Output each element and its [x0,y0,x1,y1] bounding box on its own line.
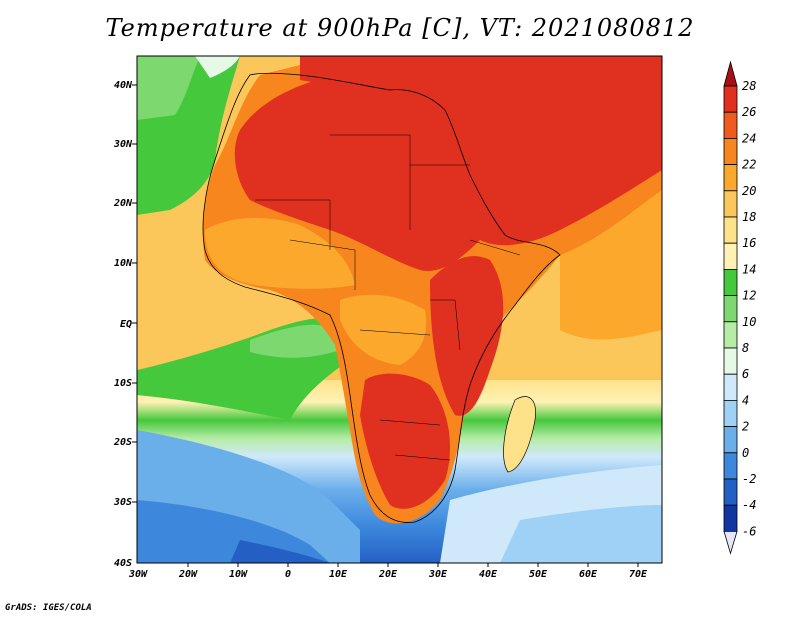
lon-label: 10E [329,569,348,580]
colorbar-label: 18 [742,210,756,224]
colorbar-label: -4 [742,498,756,512]
colorbar-swatch [723,242,738,270]
grads-credit: GrADS: IGES/COLA [5,603,92,613]
colorbar-label: 4 [742,393,749,407]
colorbar-label: 14 [742,262,756,276]
lat-label: 40N [114,80,133,91]
colorbar-top-arrow [723,60,738,87]
colorbar-label: 16 [742,236,756,250]
lat-label: 10N [114,258,133,269]
colorbar-swatch [723,190,738,218]
colorbar-label: 22 [742,158,756,172]
lat-label: 30S [113,497,132,508]
map-frame [136,55,663,564]
colorbar-swatch [723,321,738,349]
colorbar-swatch [723,478,738,506]
lon-label: 30W [128,569,148,580]
lon-ticks [187,563,639,567]
lat-label: EQ [120,319,132,330]
colorbar-label: 10 [742,315,756,329]
colorbar-swatch [723,164,738,192]
lon-label: 20W [178,569,198,580]
map-title: Temperature at 900hPa [C], VT: 202108081… [105,14,695,42]
colorbar-swatch [723,85,738,113]
colorbar-label: -6 [742,524,756,538]
colorbar-label: 8 [742,341,749,355]
colorbar-label: 0 [742,446,749,460]
colorbar-swatch [723,295,738,323]
temperature-field [137,56,662,563]
lon-label: 60E [579,569,598,580]
colorbar-label: 12 [742,289,756,303]
colorbar-swatch [723,504,738,532]
colorbar-swatch [723,111,738,139]
colorbar-label: 26 [742,105,756,119]
lat-axis: 40N 30N 20N 10N EQ 10S 20S 30S 40S [113,80,133,569]
lat-label: 20S [113,437,132,448]
colorbar-swatch [723,399,738,427]
colorbar-label: 28 [742,79,756,93]
colorbar-swatch [723,373,738,401]
lat-label: 40S [114,558,132,569]
lon-axis: 30W 20W 10W 0 10E 20E 30E 40E 50E 60E 70… [128,569,648,580]
colorbar-label: 20 [742,184,756,198]
colorbar-label: -2 [742,472,756,486]
colorbar-swatch [723,216,738,244]
lon-label: 70E [629,569,648,580]
colorbar-swatch [723,426,738,454]
lon-label: 30E [428,569,448,580]
colorbar-label: 24 [742,131,756,145]
lat-label: 30N [113,139,133,150]
colorbar-swatch [723,452,738,480]
lon-label: 50E [529,569,548,580]
colorbar-bottom-arrow [723,531,738,555]
lon-label: 0 [285,569,291,580]
colorbar-swatch [723,137,738,165]
lat-label: 10S [114,378,132,389]
lon-label: 40E [479,569,498,580]
colorbar-label: 2 [742,420,749,434]
lon-label: 10W [229,569,248,580]
lat-ticks [132,84,137,503]
lat-label: 20N [113,198,133,209]
colorbar-label: 6 [742,367,749,381]
colorbar-swatch [723,347,738,375]
colorbar-swatch [723,268,738,296]
lon-label: 20E [378,569,398,580]
